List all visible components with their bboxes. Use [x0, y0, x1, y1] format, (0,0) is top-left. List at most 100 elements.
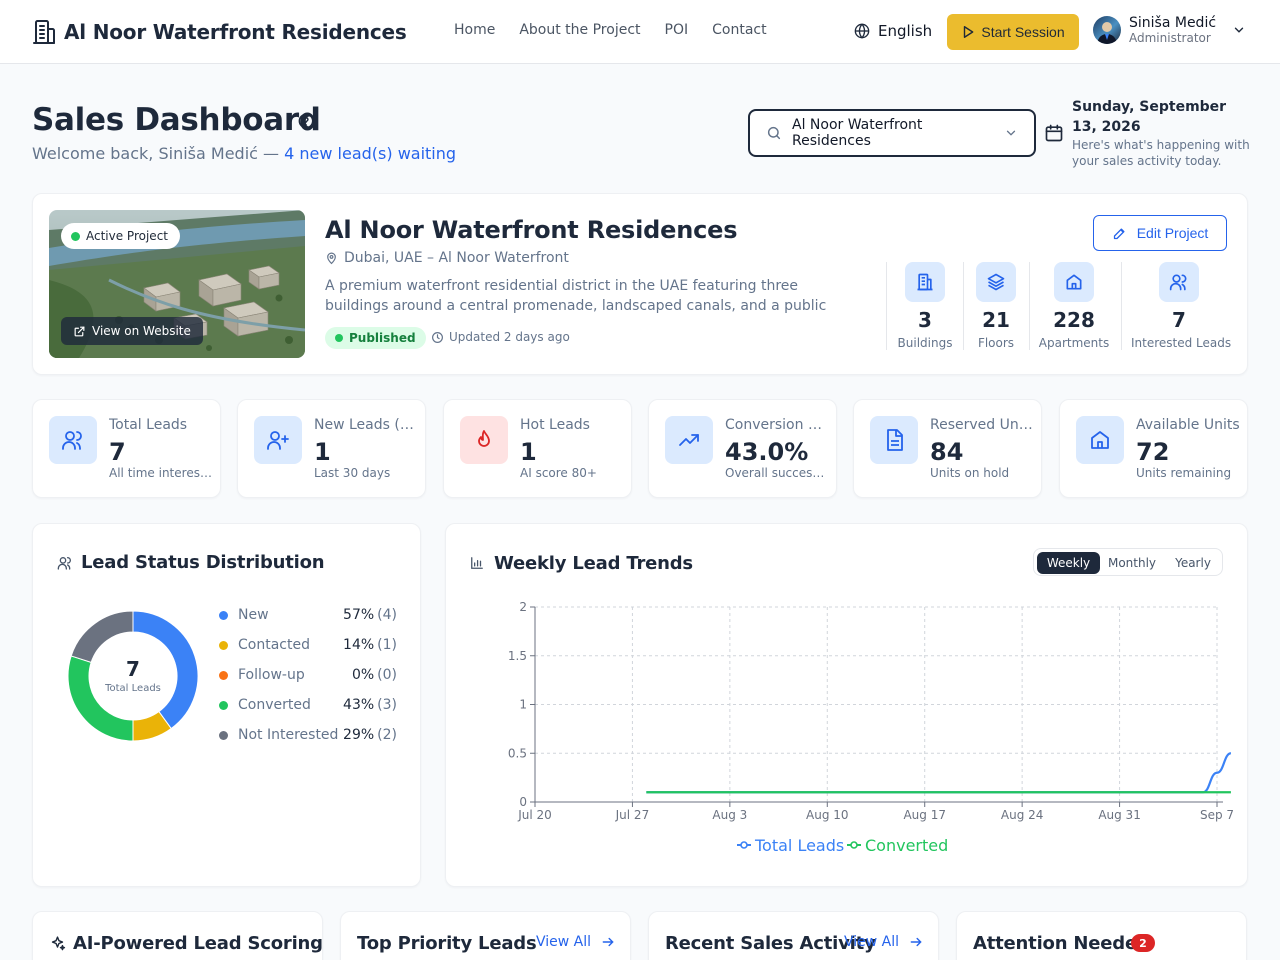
legend-dot: [219, 700, 228, 710]
legend-dot: [219, 610, 228, 620]
kpi-subtitle: Overall success rate: [725, 466, 829, 480]
x-tick-label: Jul 27: [615, 808, 650, 822]
active-project-badge: Active Project: [61, 223, 180, 249]
ai-lead-scoring-card: AI-Powered Lead Scoring: [32, 911, 323, 960]
view-all-priority-link[interactable]: View All: [536, 934, 615, 950]
recent-sales-activity-card: Recent Sales Activity View All: [648, 911, 939, 960]
current-date: Sunday, September 13, 2026: [1072, 99, 1227, 135]
y-tick-label: 0: [519, 795, 527, 809]
active-project-label: Active Project: [86, 229, 168, 243]
kpi-available-units[interactable]: Available Units 72 Units remaining: [1059, 399, 1248, 498]
x-tick-label: Aug 31: [1098, 808, 1141, 822]
project-location-text: Dubai, UAE – Al Noor Waterfront: [344, 250, 569, 266]
legend-dot: [219, 670, 228, 680]
welcome-message: Welcome back, Siniša Medić — 4 new lead(…: [32, 144, 456, 163]
legend-label[interactable]: Converted: [865, 836, 948, 855]
legend-label: Converted: [238, 697, 311, 713]
recent-activity-title: Recent Sales Activity: [665, 933, 876, 954]
stat-apartments: 228 Apartments: [1038, 262, 1110, 350]
view-all-label: View All: [536, 934, 592, 950]
project-name: Al Noor Waterfront Residences: [325, 216, 738, 244]
stat-label: Apartments: [1038, 336, 1110, 350]
project-select-value: Al Noor Waterfront Residences: [792, 117, 923, 149]
x-tick-label: Sep 7: [1200, 808, 1234, 822]
chart-axes: [534, 607, 1223, 803]
stat-label: Buildings: [897, 336, 953, 350]
language-selector[interactable]: English: [854, 22, 932, 40]
kpi-label: Total Leads: [109, 417, 188, 433]
project-description: A premium waterfront residential distric…: [325, 278, 827, 314]
divider: [1121, 262, 1122, 350]
kpi-new-leads[interactable]: New Leads (30d) 1 Last 30 days: [237, 399, 426, 498]
legend-item-not-interested[interactable]: Not Interested 29% (2): [219, 725, 397, 745]
kpi-label: Reserved Units: [930, 417, 1034, 433]
edit-project-label: Edit Project: [1136, 225, 1209, 241]
stat-value: 228: [1053, 308, 1095, 332]
kpi-hot-leads[interactable]: Hot Leads 1 AI score 80+: [443, 399, 632, 498]
user-menu[interactable]: Siniša Medić Administrator: [1093, 15, 1246, 45]
home-icon: [1054, 262, 1094, 302]
page-title: Sales Dashboard: [32, 102, 321, 138]
brand-title: Al Noor Waterfront Residences: [64, 20, 407, 44]
tab-weekly[interactable]: Weekly: [1037, 552, 1100, 574]
donut-slice-not-interested[interactable]: [70, 610, 134, 664]
avatar: [1093, 16, 1121, 44]
legend-pct: 57%: [343, 607, 375, 623]
stat-buildings: 3 Buildings: [895, 262, 955, 350]
view-all-activity-link[interactable]: View All: [844, 934, 923, 950]
project-select[interactable]: Al Noor Waterfront Residences: [748, 109, 1036, 157]
donut-total-label: Total Leads: [105, 683, 161, 694]
ai-lead-scoring-title: AI-Powered Lead Scoring: [73, 933, 323, 954]
nav-contact[interactable]: Contact: [712, 22, 767, 38]
x-tick-label: Jul 20: [517, 808, 552, 822]
donut-total-value: 7: [126, 657, 140, 681]
legend-count: (3): [377, 697, 397, 713]
legend-item-contacted[interactable]: Contacted 14% (1): [219, 635, 397, 655]
divider: [886, 262, 887, 350]
nav-home[interactable]: Home: [454, 22, 496, 38]
view-on-website-button[interactable]: View on Website: [61, 317, 203, 345]
language-label: English: [878, 22, 933, 40]
series-line-total-leads[interactable]: [646, 752, 1232, 794]
help-circle-icon[interactable]: [298, 113, 314, 129]
edit-project-button[interactable]: Edit Project: [1093, 215, 1227, 251]
kpi-conversion-rate[interactable]: Conversion Rate 43.0% Overall success ra…: [648, 399, 837, 498]
legend-dot: [219, 640, 228, 650]
legend-label: Not Interested: [238, 727, 339, 743]
users-icon: [1159, 262, 1199, 302]
kpi-label: New Leads (30d): [314, 417, 418, 433]
legend-label[interactable]: Total Leads: [754, 836, 844, 855]
tab-yearly[interactable]: Yearly: [1175, 556, 1211, 570]
users-icon: [57, 555, 73, 571]
stat-value: 21: [982, 308, 1010, 332]
stat-label: Interested Leads: [1131, 336, 1232, 350]
new-leads-link[interactable]: 4 new lead(s) waiting: [284, 144, 457, 163]
top-navbar: Al Noor Waterfront Residences Home About…: [0, 0, 1280, 64]
period-toggle: Weekly Monthly Yearly: [1033, 548, 1223, 576]
legend-item-follow-up[interactable]: Follow-up 0% (0): [219, 665, 397, 685]
kpi-reserved-units[interactable]: Reserved Units 84 Units on hold: [853, 399, 1042, 498]
file-text-icon: [870, 416, 918, 464]
legend-pct: 43%: [343, 697, 375, 713]
user-role: Administrator: [1129, 31, 1211, 45]
nav-poi[interactable]: POI: [664, 22, 689, 38]
top-priority-title: Top Priority Leads: [357, 933, 537, 954]
start-session-label: Start Session: [981, 24, 1065, 40]
kpi-value: 72: [1136, 438, 1170, 466]
legend-item-new[interactable]: New 57% (4): [219, 605, 397, 625]
legend-count: (4): [377, 607, 397, 623]
last-updated-text: Updated 2 days ago: [449, 330, 570, 344]
weekly-trends-title: Weekly Lead Trends: [494, 553, 693, 574]
kpi-total-leads[interactable]: Total Leads 7 All time interested: [32, 399, 221, 498]
pencil-icon: [1112, 226, 1127, 241]
nav-about-project[interactable]: About the Project: [519, 22, 641, 38]
search-icon: [766, 125, 782, 141]
brand[interactable]: Al Noor Waterfront Residences: [32, 19, 407, 45]
divider: [963, 262, 964, 350]
project-image[interactable]: Active Project View on Website: [49, 210, 305, 358]
tab-monthly[interactable]: Monthly: [1107, 556, 1157, 570]
legend-item-converted[interactable]: Converted 43% (3): [219, 695, 397, 715]
start-session-button[interactable]: Start Session: [947, 14, 1079, 50]
kpi-subtitle: Last 30 days: [314, 466, 391, 480]
y-tick-label: 1: [519, 698, 527, 712]
